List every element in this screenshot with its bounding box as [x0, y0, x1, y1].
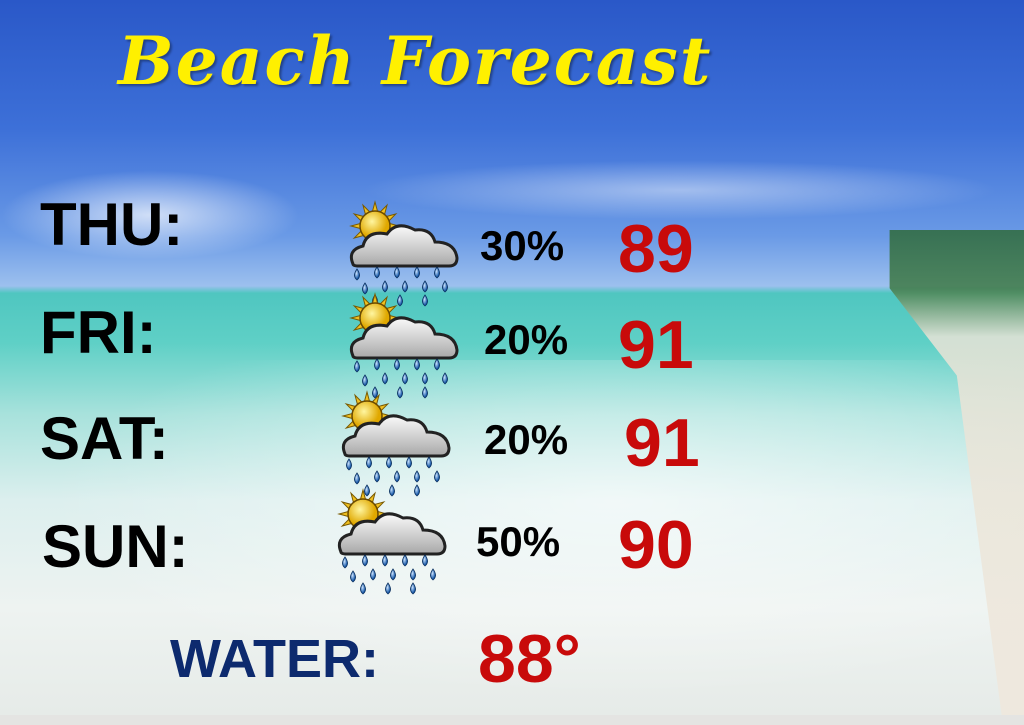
partly-sunny-rain-icon	[337, 388, 455, 498]
background-cloud	[0, 170, 300, 260]
high-temp-fri: 91	[618, 307, 694, 383]
water-label: WATER:	[170, 629, 379, 689]
water-temp: 88°	[478, 621, 581, 697]
rain-chance-fri: 20%	[484, 316, 569, 363]
rain-chance-sun: 50%	[476, 518, 561, 565]
surf-foam	[0, 360, 1024, 715]
bottom-strip	[0, 715, 1024, 725]
day-label-fri: FRI:	[40, 299, 157, 366]
partly-sunny-rain-icon	[345, 290, 463, 400]
day-label-sun: SUN:	[42, 513, 189, 580]
page-title: Beach Forecast	[118, 22, 713, 100]
partly-sunny-rain-icon	[333, 486, 451, 596]
background-cloud	[360, 160, 1000, 220]
day-label-sat: SAT:	[40, 405, 169, 472]
rain-chance-sat: 20%	[484, 416, 569, 463]
day-label-thu: THU:	[40, 191, 184, 258]
high-temp-sun: 90	[618, 507, 694, 583]
high-temp-sat: 91	[624, 405, 700, 481]
rain-chance-thu: 30%	[480, 222, 565, 269]
high-temp-thu: 89	[618, 211, 694, 287]
partly-sunny-rain-icon	[345, 198, 463, 308]
